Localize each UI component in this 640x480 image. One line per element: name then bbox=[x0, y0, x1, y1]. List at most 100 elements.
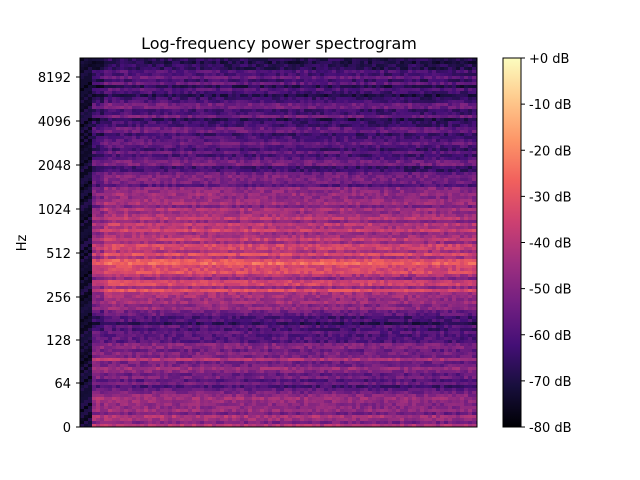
spectrogram-cell bbox=[212, 175, 217, 179]
spectrogram-cell bbox=[80, 70, 85, 74]
spectrogram-cell bbox=[292, 109, 297, 113]
spectrogram-cell bbox=[100, 202, 105, 206]
spectrogram-cell bbox=[136, 187, 141, 191]
spectrogram-cell bbox=[308, 133, 313, 137]
spectrogram-cell bbox=[424, 85, 429, 89]
spectrogram-cell bbox=[428, 64, 433, 68]
spectrogram-cell bbox=[372, 124, 377, 128]
spectrogram-cell bbox=[320, 172, 325, 176]
spectrogram-cell bbox=[464, 106, 469, 110]
spectrogram-cell bbox=[472, 139, 477, 143]
spectrogram-cell bbox=[300, 148, 305, 152]
spectrogram-cell bbox=[216, 64, 221, 68]
spectrogram-cell bbox=[464, 169, 469, 173]
spectrogram-cell bbox=[284, 109, 289, 113]
spectrogram-cell bbox=[280, 73, 285, 77]
spectrogram-cell bbox=[120, 118, 125, 122]
spectrogram-cell bbox=[144, 196, 149, 200]
spectrogram-cell bbox=[80, 136, 85, 140]
spectrogram-cell bbox=[296, 142, 301, 146]
spectrogram-cell bbox=[188, 175, 193, 179]
spectrogram-cell bbox=[84, 79, 89, 83]
spectrogram-cell bbox=[456, 181, 461, 185]
spectrogram-cell bbox=[344, 151, 349, 155]
spectrogram-cell bbox=[348, 172, 353, 176]
spectrogram-cell bbox=[160, 151, 165, 155]
spectrogram-cell bbox=[280, 67, 285, 71]
spectrogram-cell bbox=[100, 97, 105, 101]
spectrogram-cell bbox=[224, 67, 229, 71]
spectrogram-cell bbox=[456, 172, 461, 176]
spectrogram-cell bbox=[404, 139, 409, 143]
spectrogram-cell bbox=[428, 148, 433, 152]
spectrogram-cell bbox=[268, 163, 273, 167]
spectrogram-cell bbox=[196, 175, 201, 179]
spectrogram-cell bbox=[328, 58, 333, 62]
spectrogram-cell bbox=[100, 151, 105, 155]
spectrogram-cell bbox=[188, 169, 193, 173]
spectrogram-cell bbox=[340, 163, 345, 167]
spectrogram-cell bbox=[192, 169, 197, 173]
spectrogram-cell bbox=[168, 172, 173, 176]
spectrogram-cell bbox=[348, 139, 353, 143]
spectrogram-cell bbox=[288, 166, 293, 170]
spectrogram-cell bbox=[468, 76, 473, 80]
spectrogram-cell bbox=[400, 148, 405, 152]
spectrogram-cell bbox=[448, 205, 453, 209]
spectrogram-cell bbox=[372, 82, 377, 86]
spectrogram-cell bbox=[300, 97, 305, 101]
spectrogram-cell bbox=[304, 160, 309, 164]
spectrogram-cell bbox=[188, 100, 193, 104]
spectrogram-cell bbox=[416, 106, 421, 110]
spectrogram-cell bbox=[348, 199, 353, 203]
spectrogram-cell bbox=[344, 70, 349, 74]
spectrogram-cell bbox=[440, 142, 445, 146]
spectrogram-cell bbox=[224, 97, 229, 101]
spectrogram-cell bbox=[356, 100, 361, 104]
spectrogram-cell bbox=[344, 73, 349, 77]
spectrogram-cell bbox=[436, 79, 441, 83]
spectrogram-cell bbox=[192, 199, 197, 203]
spectrogram-cell bbox=[416, 73, 421, 77]
spectrogram-cell bbox=[404, 70, 409, 74]
spectrogram-cell bbox=[240, 172, 245, 176]
spectrogram-cell bbox=[264, 115, 269, 119]
spectrogram-cell bbox=[384, 76, 389, 80]
spectrogram-cell bbox=[88, 151, 93, 155]
spectrogram-cell bbox=[416, 202, 421, 206]
spectrogram-cell bbox=[80, 187, 85, 191]
spectrogram-cell bbox=[148, 187, 153, 191]
spectrogram-cell bbox=[116, 70, 121, 74]
spectrogram-cell bbox=[228, 133, 233, 137]
spectrogram-cell bbox=[456, 139, 461, 143]
spectrogram-cell bbox=[460, 79, 465, 83]
spectrogram-cell bbox=[220, 112, 225, 116]
spectrogram-cell bbox=[376, 91, 381, 95]
spectrogram-cell bbox=[176, 160, 181, 164]
spectrogram-cell bbox=[192, 184, 197, 188]
spectrogram-cell bbox=[368, 97, 373, 101]
spectrogram-cell bbox=[156, 103, 161, 107]
spectrogram-cell bbox=[136, 178, 141, 182]
spectrogram-cell bbox=[400, 184, 405, 188]
spectrogram-cell bbox=[436, 139, 441, 143]
spectrogram-cell bbox=[124, 205, 129, 209]
spectrogram-cell bbox=[196, 85, 201, 89]
spectrogram-cell bbox=[412, 91, 417, 95]
spectrogram-cell bbox=[296, 175, 301, 179]
spectrogram-cell bbox=[332, 184, 337, 188]
spectrogram-cell bbox=[164, 85, 169, 89]
spectrogram-cell bbox=[404, 178, 409, 182]
spectrogram-cell bbox=[336, 88, 341, 92]
spectrogram-cell bbox=[416, 145, 421, 149]
spectrogram-cell bbox=[220, 73, 225, 77]
spectrogram-cell bbox=[328, 148, 333, 152]
spectrogram-cell bbox=[248, 172, 253, 176]
spectrogram-cell bbox=[352, 100, 357, 104]
spectrogram-cell bbox=[220, 121, 225, 125]
spectrogram-cell bbox=[204, 172, 209, 176]
spectrogram-cell bbox=[456, 124, 461, 128]
spectrogram-cell bbox=[124, 142, 129, 146]
spectrogram-cell bbox=[256, 133, 261, 137]
spectrogram-cell bbox=[348, 154, 353, 158]
